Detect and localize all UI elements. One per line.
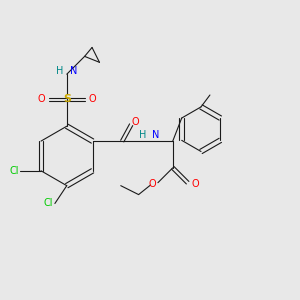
Text: O: O	[148, 179, 156, 189]
Text: H: H	[56, 66, 64, 76]
Text: S: S	[63, 94, 71, 104]
Text: Cl: Cl	[44, 199, 53, 208]
Text: O: O	[191, 179, 199, 189]
Text: H: H	[139, 130, 146, 140]
Text: O: O	[88, 94, 96, 104]
Text: N: N	[70, 66, 77, 76]
Text: O: O	[38, 94, 45, 104]
Text: N: N	[152, 130, 159, 140]
Text: O: O	[132, 117, 140, 127]
Text: Cl: Cl	[9, 166, 19, 176]
